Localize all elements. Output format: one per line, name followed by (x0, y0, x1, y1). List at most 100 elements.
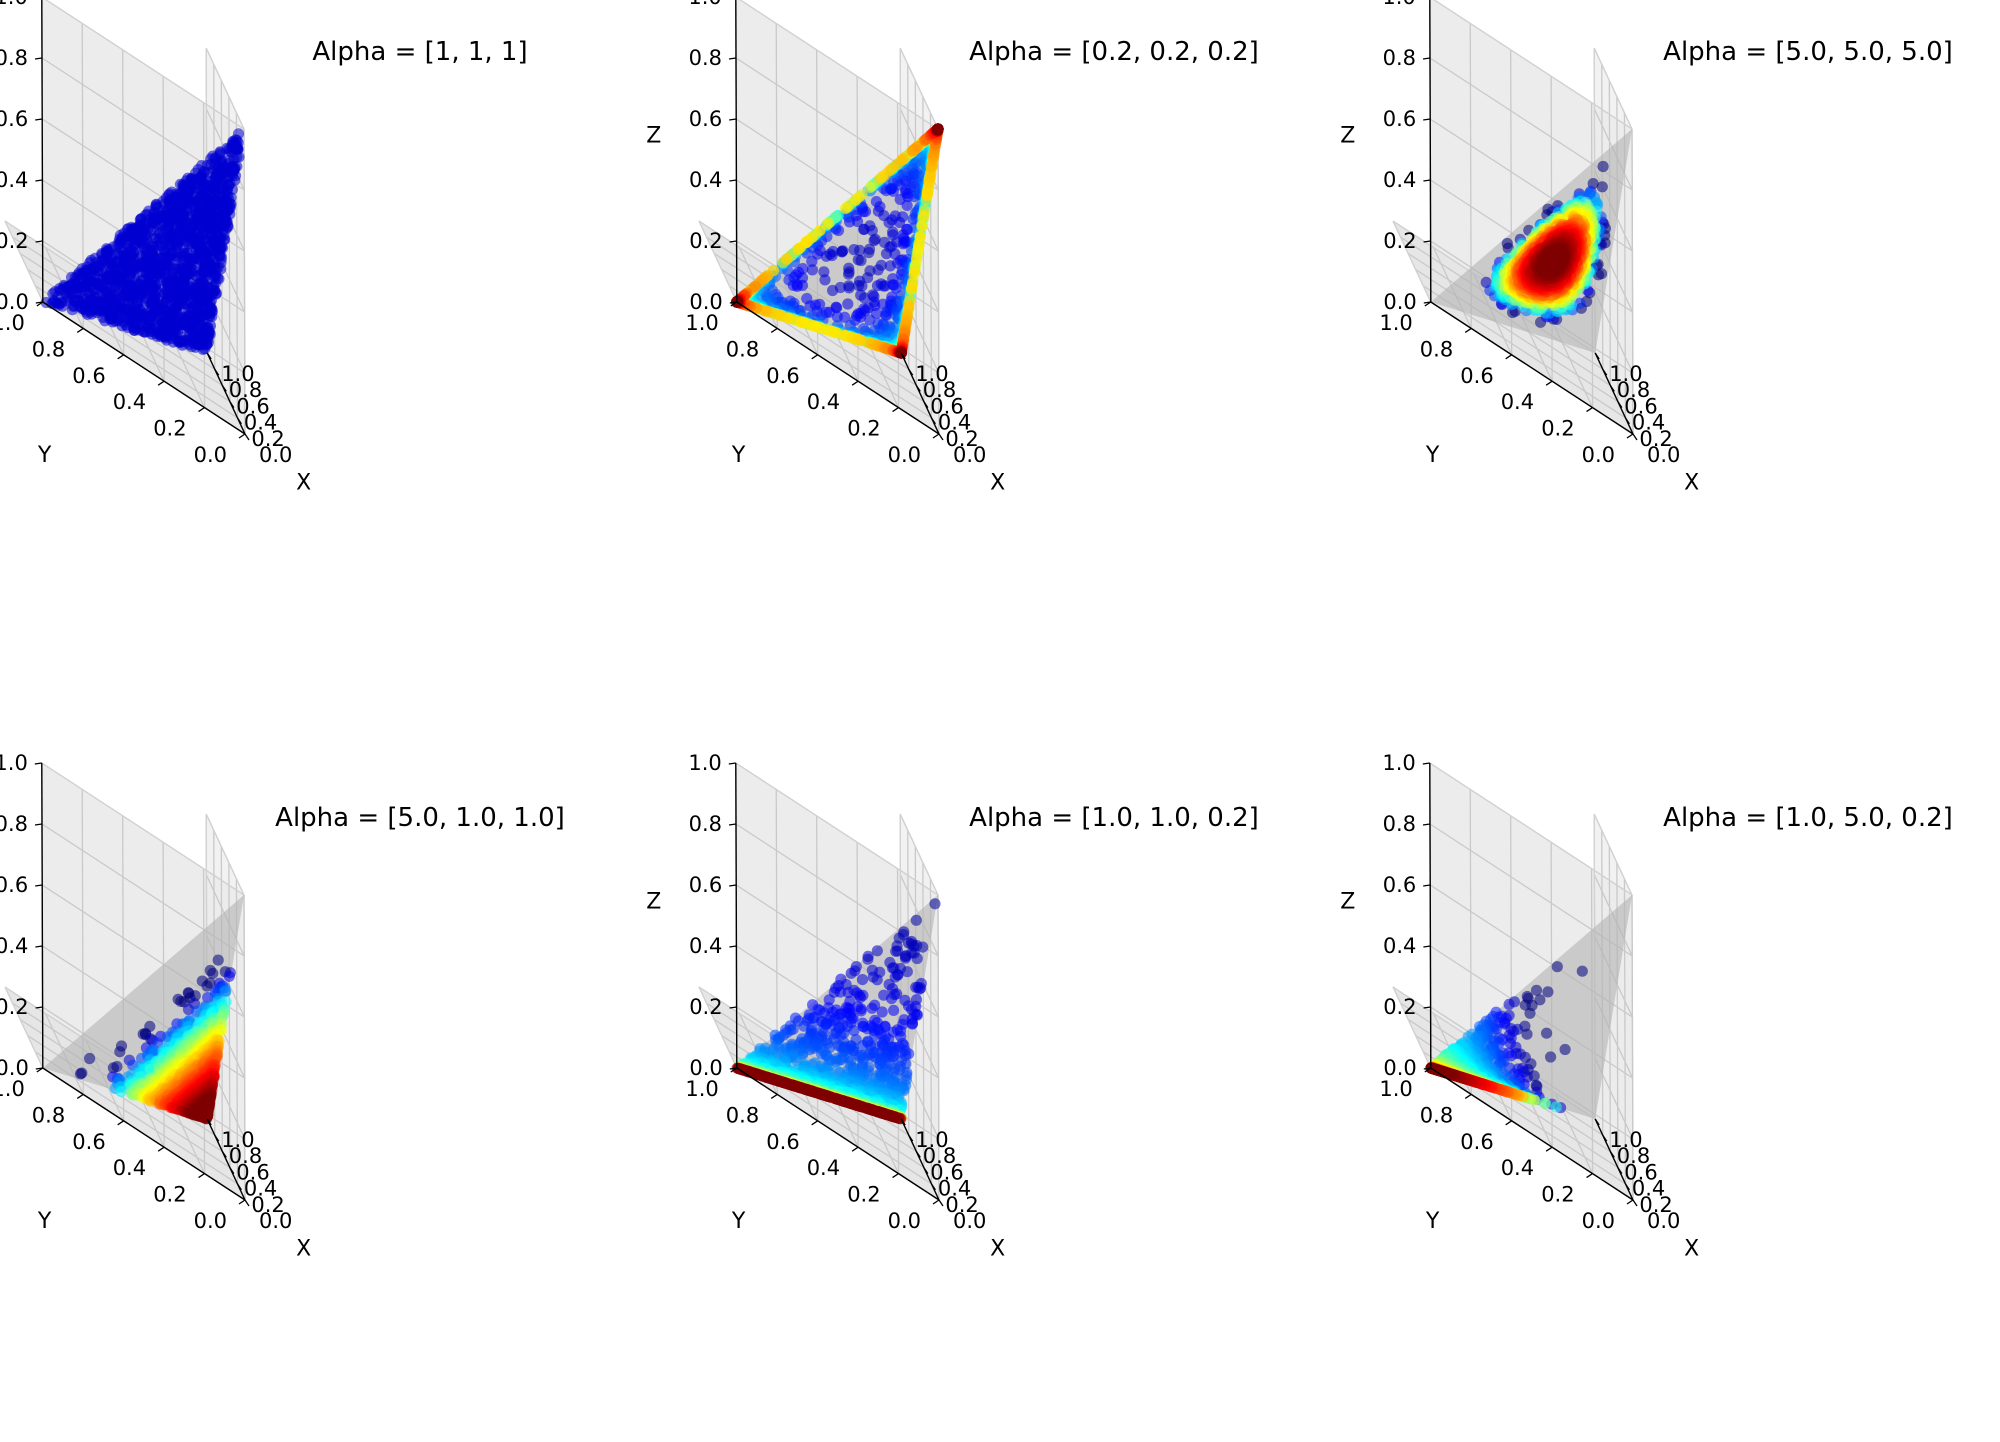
z-tick-label: 0.6 (0, 107, 28, 131)
data-point (179, 298, 191, 310)
y-tick-label: 0.0 (888, 443, 921, 467)
data-point (210, 287, 222, 299)
data-point (1546, 255, 1558, 267)
data-point (114, 1046, 126, 1058)
z-tick-label: 0.4 (689, 168, 722, 192)
data-point (136, 256, 148, 269)
data-point (82, 277, 94, 289)
scatter-points (40, 128, 245, 355)
data-point (818, 266, 830, 278)
x-tick-mark (244, 433, 250, 441)
x-tick-label: 1.0 (221, 362, 254, 386)
z-tick-mark (35, 118, 43, 121)
data-point (197, 277, 209, 289)
data-point (870, 196, 883, 208)
data-point (61, 294, 73, 306)
z-tick-label: 1.0 (0, 0, 28, 9)
data-point (97, 306, 109, 318)
data-point (198, 287, 210, 299)
x-tick-mark (938, 433, 944, 441)
data-point (172, 284, 185, 296)
data-point (209, 277, 221, 290)
z-tick-label: 0.2 (0, 229, 29, 253)
y-tick-label: 0.0 (1582, 443, 1615, 467)
data-point (150, 233, 162, 245)
y-tick-label: 1.0 (685, 311, 718, 335)
data-point (210, 170, 222, 182)
data-point (128, 247, 140, 259)
x-tick-mark (1632, 433, 1638, 441)
data-point (79, 299, 91, 312)
data-point (223, 179, 235, 192)
data-point (906, 283, 918, 295)
data-point (908, 267, 921, 279)
z-tick-label: 1.0 (1382, 0, 1415, 9)
data-point (135, 287, 147, 299)
y-axis-label: Y (37, 443, 52, 468)
data-point (116, 290, 128, 302)
data-point (167, 248, 179, 260)
data-point (199, 179, 211, 191)
data-point (150, 201, 162, 213)
pane-edge (4, 220, 44, 303)
z-tick-label: 1.0 (688, 0, 721, 9)
data-point (145, 243, 157, 255)
y-tick-label: 0.2 (847, 417, 880, 441)
subplot-3: 0.00.20.40.60.81.00.00.20.40.60.81.00.00… (1340, 0, 1953, 496)
y-tick-label: 0.8 (726, 337, 759, 361)
y-tick-label: 0.2 (1541, 417, 1574, 441)
data-point (864, 220, 876, 232)
data-point (129, 302, 141, 314)
y-tick-mark (892, 407, 899, 413)
data-point (120, 279, 132, 291)
y-tick-mark (238, 433, 246, 439)
data-point (1597, 160, 1609, 173)
data-point (76, 1067, 88, 1079)
data-point (49, 286, 61, 298)
data-point (156, 211, 168, 223)
data-point (856, 188, 868, 200)
data-point (174, 178, 186, 190)
subplot-title: Alpha = [5.0, 5.0, 5.0] (1663, 37, 1953, 67)
data-point (115, 1086, 127, 1098)
x-tick-label: 1.0 (915, 362, 948, 386)
data-point (919, 205, 931, 217)
data-point (141, 310, 153, 322)
data-point (183, 268, 195, 280)
data-point (191, 196, 204, 208)
data-point (221, 162, 233, 174)
data-point (223, 970, 235, 982)
z-tick-label: 0.6 (689, 107, 722, 131)
z-tick-mark (1422, 57, 1431, 60)
data-point (207, 967, 219, 980)
z-tick-label: 0.8 (1383, 46, 1416, 70)
data-point (104, 243, 116, 256)
data-point (172, 211, 185, 223)
z-axis-label: Z (646, 123, 661, 148)
data-point (212, 209, 224, 221)
y-tick-mark (198, 407, 205, 413)
data-point (198, 213, 210, 225)
y-tick-mark (851, 380, 859, 386)
y-tick-label: 0.8 (32, 337, 65, 361)
pane-edge (205, 47, 245, 130)
data-point (910, 254, 923, 266)
data-point (103, 277, 115, 289)
y-tick-label: 0.2 (153, 417, 186, 441)
data-point (103, 292, 115, 304)
data-point (214, 242, 226, 254)
data-point (66, 304, 78, 316)
y-tick-label: 0.0 (194, 443, 227, 467)
y-tick-mark (1626, 433, 1634, 439)
data-point (122, 321, 134, 334)
data-point (130, 232, 142, 244)
z-tick-mark (729, 179, 737, 182)
data-point (148, 283, 160, 295)
y-tick-mark (932, 433, 940, 439)
subplot-title: Alpha = [1, 1, 1] (312, 37, 527, 67)
grid-line (243, 128, 246, 435)
data-point (181, 197, 193, 209)
data-point (84, 1052, 96, 1065)
data-point (1596, 181, 1608, 193)
z-tick-label: 0.0 (1383, 290, 1416, 314)
